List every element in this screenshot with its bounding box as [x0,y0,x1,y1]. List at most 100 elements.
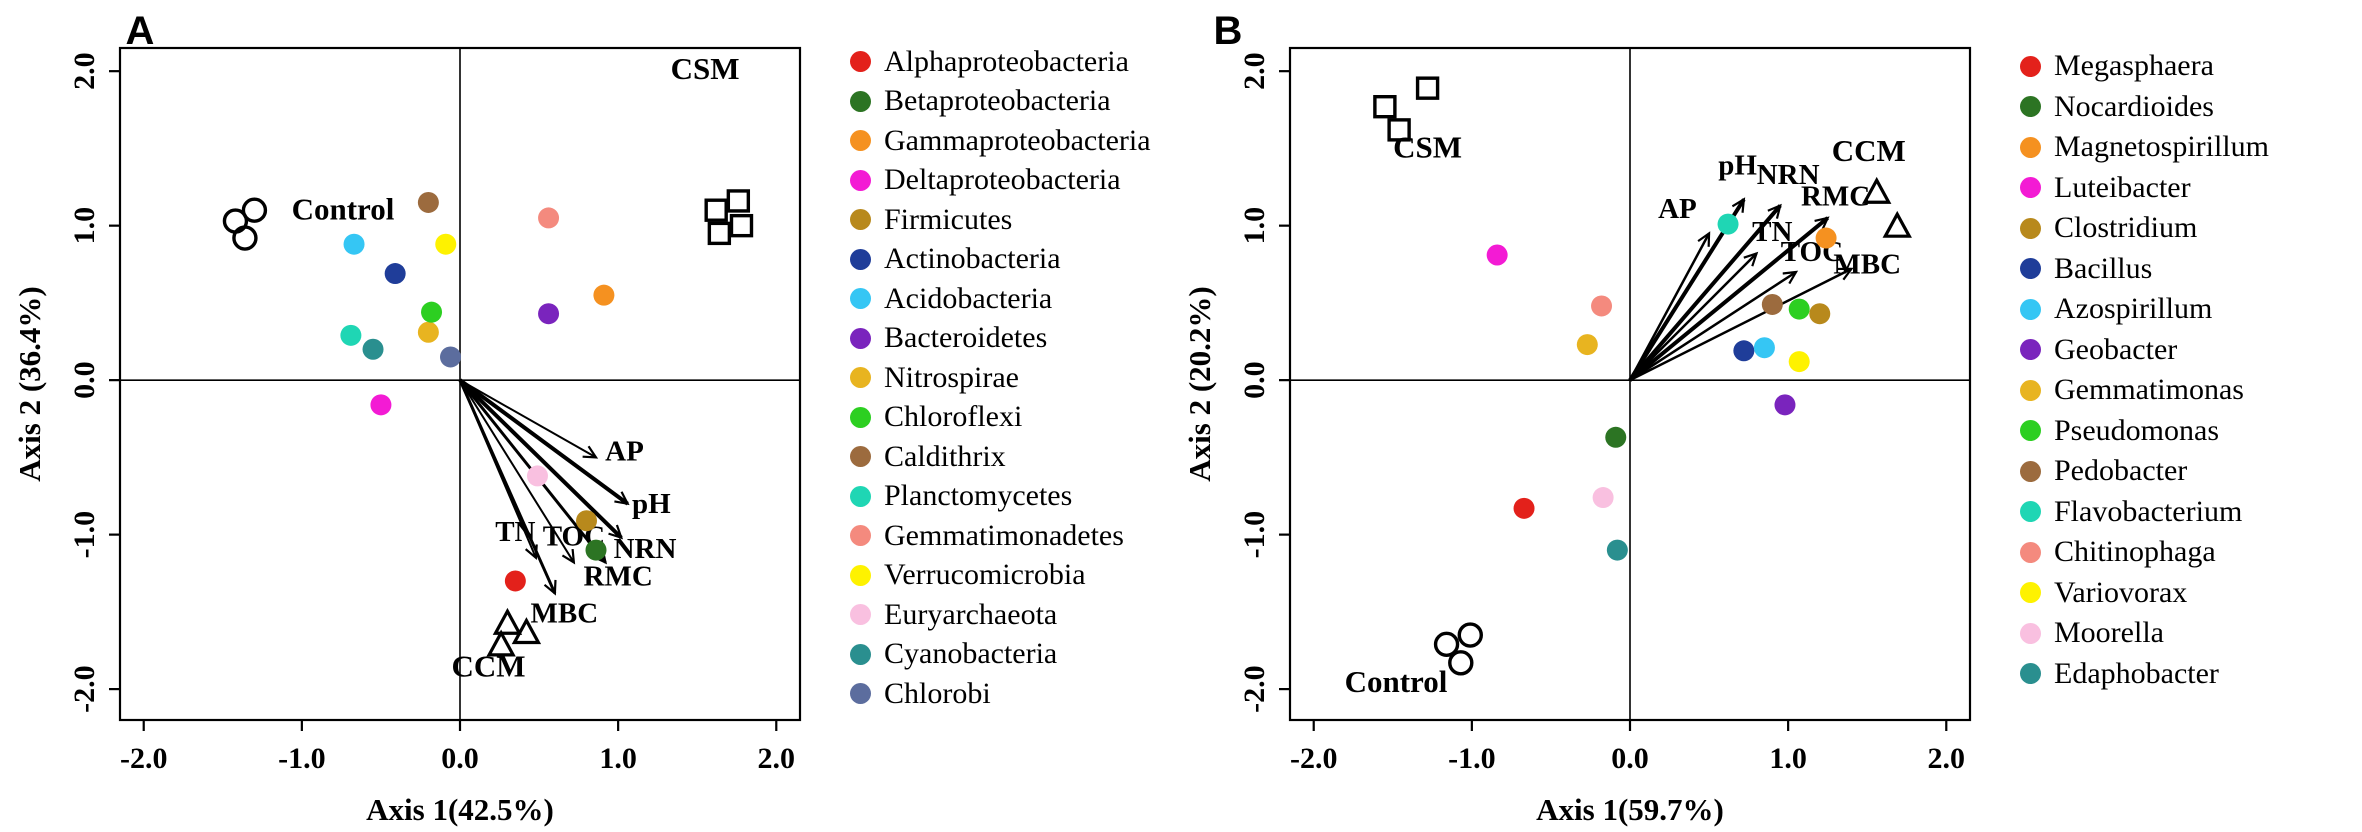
legend-color-dot [850,406,871,428]
legend-taxon-name: Luteibacter [2054,170,2191,204]
legend-item: Pseudomonas [2020,411,2362,452]
legend-color-dot [850,683,871,705]
legend-taxon-name: Chitinophaga [2054,535,2216,569]
legend-item: Flavobacterium [2020,492,2362,533]
env-arrow-label-rmc: RMC [1801,181,1870,213]
x-tick-label: 0.0 [441,742,479,775]
y-tick-label: -2.0 [1238,665,1271,713]
env-arrow-label-tn: TN [495,516,535,548]
group-label: CCM [451,649,525,684]
legend-item: Euryarchaeota [850,595,1170,635]
legend-taxon-name: Bacteroidetes [884,321,1048,355]
species-point [1788,351,1810,373]
legend-color-dot [2020,541,2041,563]
legend-taxon-name: Pseudomonas [2054,413,2219,447]
species-point [1486,244,1508,266]
x-tick-label: -1.0 [278,742,326,775]
species-point [1606,539,1628,561]
species-point [440,346,462,368]
legend-taxon-name: Caldithrix [884,439,1006,473]
legend-b: Megasphaera Nocardioides Magnetospirillum L… [1990,46,2362,694]
legend-item: Nocardioides [2020,87,2362,128]
species-point [1592,487,1614,509]
legend-item: Firmicutes [850,200,1170,240]
legend-color-dot [2020,177,2041,199]
x-tick-label: -2.0 [1290,742,1338,775]
species-point [1815,227,1837,249]
legend-item: Planctomycetes [850,477,1170,517]
legend-taxon-name: Nocardioides [2054,89,2214,123]
legend-item: Nitrospirae [850,358,1170,398]
species-point [417,321,439,343]
legend-item: Chloroflexi [850,398,1170,438]
env-arrow-toc [1629,270,1799,382]
env-arrow-tn [459,379,538,561]
group-marker-circle [1433,631,1460,658]
group-marker-triangle [486,629,516,657]
env-arrow-label-ap: AP [605,435,644,467]
plot-a-canvas: A -2.0 -2.0 -1.0 -1.0 0.0 0.0 1.0 1.0 2.0 2.0 Axis … [12,9,802,827]
legend-color-dot [2020,217,2041,239]
group-marker-square [1387,118,1411,142]
species-point [538,303,560,325]
legend-color-dot [2020,96,2041,118]
legend-color-dot [850,130,871,152]
env-arrow-label-mbc: MBC [531,598,599,630]
species-point [1513,497,1535,519]
panel-b: B -2.0 -2.0 -1.0 -1.0 0.0 0.0 1.0 1.0 2.0 2.0 Axis … [1170,0,2362,832]
legend-item: Pedobacter [2020,451,2362,492]
legend-taxon-name: Actinobacteria [884,242,1061,276]
x-tick-label: 1.0 [599,742,637,775]
legend-item: Bacillus [2020,249,2362,290]
legend-taxon-name: Alphaproteobacteria [884,44,1129,78]
legend-color-dot [2020,298,2041,320]
legend-taxon-name: Clostridium [2054,211,2198,245]
species-point [504,570,526,592]
legend-item: Luteibacter [2020,168,2362,209]
group-label: CSM [1393,130,1462,165]
group-marker-square [1415,76,1440,100]
env-arrow-tn [1629,251,1759,382]
legend-taxon-name: Firmicutes [884,202,1013,236]
x-tick-label: -1.0 [1448,742,1496,775]
species-point [362,338,384,360]
panel-a: A -2.0 -2.0 -1.0 -1.0 0.0 0.0 1.0 1.0 2.0 2.0 Axis … [0,0,1170,832]
x-axis-title: Axis 1(42.5%) [366,792,554,827]
legend-color-dot [850,288,871,310]
y-axis-title: Axis 2 (36.4%) [12,286,47,481]
legend-color-dot [850,209,871,231]
env-arrow-nrn [458,378,624,540]
legend-item: Geobacter [2020,330,2362,371]
legend-taxon-name: Flavobacterium [2054,494,2243,528]
group-label: CSM [671,51,740,86]
species-point [576,510,598,532]
legend-item: Clostridium [2020,208,2362,249]
group-label: Control [292,191,395,226]
group-marker-square [726,189,751,213]
legend-item: Cyanobacteria [850,635,1170,675]
species-point [1809,303,1831,325]
species-point [1591,295,1613,317]
legend-item: Magnetospirillum [2020,127,2362,168]
legend-color-dot [2020,582,2041,604]
env-arrow-label-tn: TN [1752,216,1792,248]
legend-item: Megasphaera [2020,46,2362,87]
group-marker-triangle [511,617,542,645]
env-arrow-label-ap: AP [1658,193,1697,225]
species-point [526,465,548,487]
env-arrow-label-nrn: NRN [614,533,677,565]
legend-taxon-name: Variovorax [2054,575,2188,609]
legend-item: Azospirillum [2020,289,2362,330]
legend-color-dot [2020,501,2041,523]
legend-taxon-name: Pedobacter [2054,454,2188,488]
env-arrow-label-nrn: NRN [1757,159,1820,191]
group-marker-circle [1457,622,1483,648]
legend-taxon-name: Chloroflexi [884,400,1023,434]
legend-taxon-name: Nitrospirae [884,360,1019,394]
y-tick-label: 2.0 [68,52,101,90]
env-arrow-nrn [1628,203,1782,382]
legend-color-dot [850,525,871,547]
group-marker-square [707,221,732,246]
group-marker-square [1373,95,1397,119]
x-tick-label: 0.0 [1611,742,1649,775]
